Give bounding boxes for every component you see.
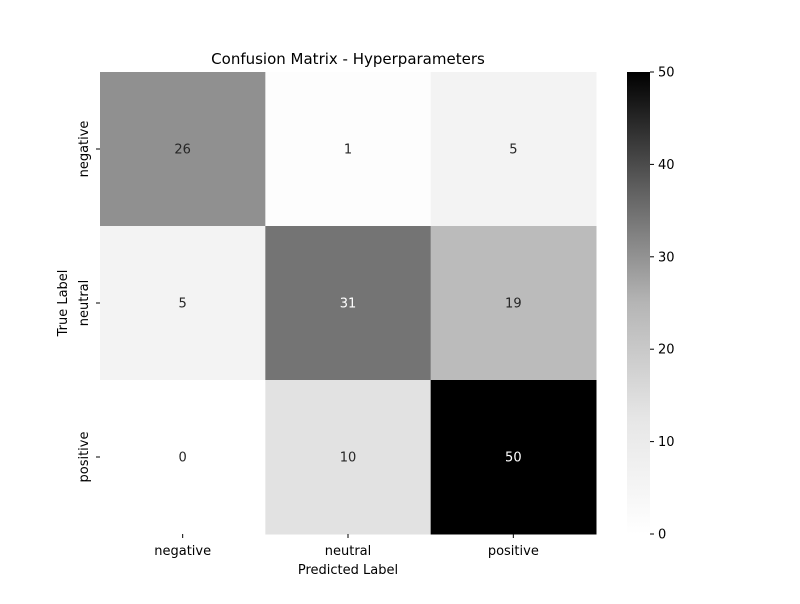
x-tick-label: neutral <box>325 544 372 559</box>
colorbar-tick-label: 20 <box>658 343 675 358</box>
y-axis-label: True Label <box>56 270 71 338</box>
x-tick-label: negative <box>154 544 211 559</box>
cell-value-label: 5 <box>179 297 187 312</box>
x-tick-label: positive <box>488 544 539 559</box>
colorbar-ticks: 0 10 20 30 40 50 <box>650 66 675 543</box>
x-axis-label: Predicted Label <box>298 563 398 578</box>
heatmap-cell <box>100 226 266 381</box>
heatmap-cell <box>265 380 432 535</box>
cell-value-label: 1 <box>344 143 352 158</box>
y-tick-label: negative <box>77 121 92 178</box>
colorbar-tick-label: 0 <box>658 528 666 543</box>
y-tick-label: positive <box>77 432 92 483</box>
y-tick-label: neutral <box>77 280 92 327</box>
cell-value-label: 10 <box>340 451 357 466</box>
heatmap-cell <box>430 380 597 535</box>
heatmap-cell-labels: 26 1 5 5 31 19 0 10 50 <box>174 143 521 466</box>
cell-value-label: 5 <box>509 143 517 158</box>
heatmap-cell <box>265 226 432 381</box>
x-axis: negative neutral positive <box>154 534 539 559</box>
colorbar <box>627 72 650 534</box>
heatmap-cell <box>265 72 432 227</box>
colorbar-tick-label: 50 <box>658 66 675 81</box>
cell-value-label: 26 <box>174 143 191 158</box>
heatmap-cell <box>430 72 597 227</box>
cell-value-label: 19 <box>505 297 522 312</box>
cell-value-label: 50 <box>505 451 522 466</box>
colorbar-tick-label: 10 <box>658 435 675 450</box>
cell-value-label: 0 <box>179 451 187 466</box>
y-axis: negative neutral positive <box>77 121 100 483</box>
heatmap-cell <box>430 226 597 381</box>
heatmap-cell <box>100 380 266 535</box>
cell-value-label: 31 <box>340 297 357 312</box>
colorbar-tick-label: 40 <box>658 158 675 173</box>
chart-title: Confusion Matrix - Hyperparameters <box>211 50 485 68</box>
heatmap-cell <box>100 72 266 227</box>
heatmap-cells <box>100 72 597 535</box>
colorbar-tick-label: 30 <box>658 250 675 265</box>
